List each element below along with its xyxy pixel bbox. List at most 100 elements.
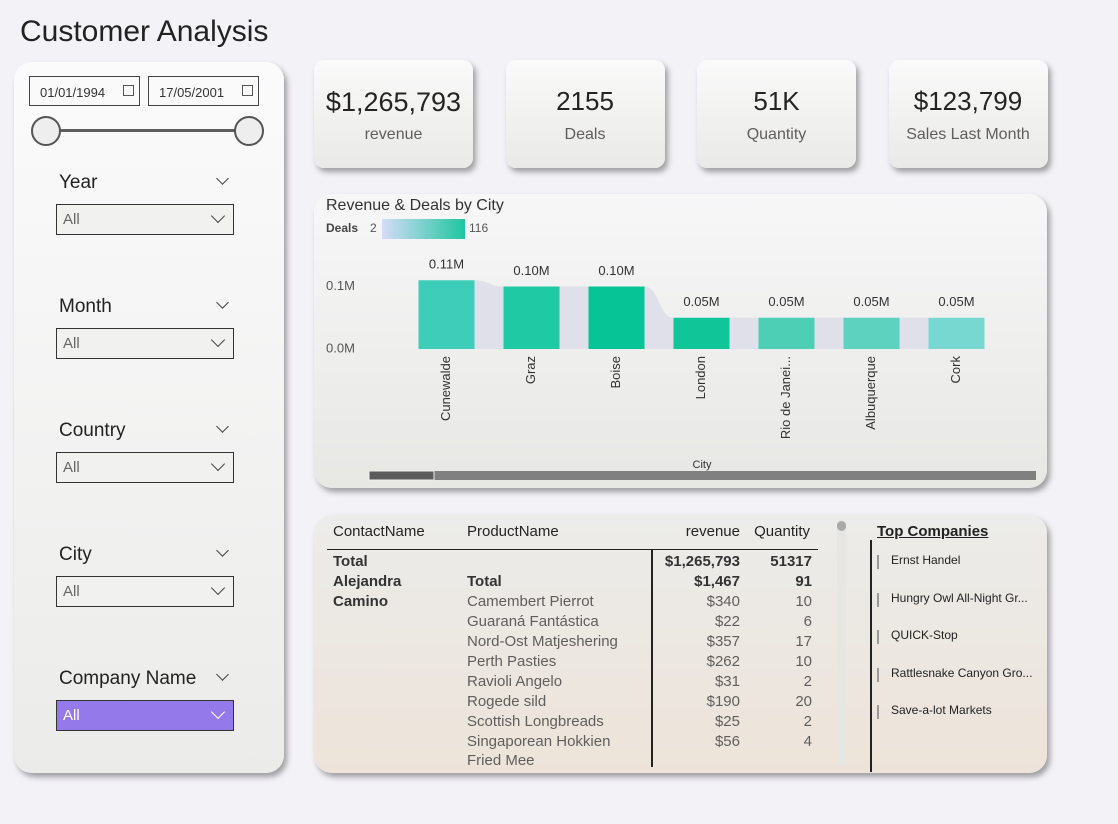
table-cell: 6 [803, 613, 812, 630]
table-cell: $25 [714, 713, 740, 730]
kpi-card [505, 60, 665, 168]
table-scrollbar [837, 520, 846, 766]
kpi-value: $123,799 [913, 86, 1023, 116]
kpi-label: Deals [564, 126, 606, 143]
x-tick-label: Boise [608, 356, 623, 389]
bar [588, 286, 645, 349]
table-cell: $190 [706, 693, 740, 710]
table-cell: $357 [706, 633, 740, 650]
table-cell: Camembert Pierrot [467, 593, 594, 610]
column-header: Quantity [754, 523, 810, 540]
date-input[interactable]: 17/05/2001 [148, 76, 259, 106]
table-scroll-thumb[interactable] [837, 521, 846, 531]
slicer-label: City [59, 544, 92, 565]
ribbon [729, 317, 759, 349]
table-cell: Total [467, 573, 502, 590]
company-marker [877, 705, 879, 719]
dropdown[interactable]: All [56, 452, 234, 483]
bar [928, 317, 985, 349]
kpi-card [314, 60, 473, 168]
column-header: ContactName [333, 523, 425, 540]
table-cell: Perth Pasties [467, 653, 557, 670]
kpi-card [697, 60, 856, 168]
header-rule [327, 549, 818, 550]
date-slider-track [46, 129, 250, 132]
y-tick-label: 0.0M [326, 340, 355, 355]
kpi-value: 2155 [556, 86, 614, 116]
date-input[interactable]: 01/01/1994 [29, 76, 140, 106]
slicer-label: Country [59, 420, 126, 441]
bar [673, 317, 730, 349]
table-cell: 2 [803, 673, 812, 690]
data-label: 0.05M [938, 294, 974, 309]
kpi-value: 51K [753, 86, 800, 116]
column-header: ProductName [467, 523, 559, 540]
slider-handle-end[interactable] [234, 116, 264, 146]
kpi-label: Quantity [746, 126, 807, 143]
dropdown[interactable]: All [56, 328, 234, 359]
x-tick-label: Rio de Janei... [778, 356, 793, 439]
total-divider [651, 550, 653, 767]
slicer-label: Month [59, 296, 112, 317]
chart-scroll-thumb[interactable] [368, 470, 435, 481]
table-cell: Singaporean Hokkien Fried Mee [467, 733, 611, 769]
companies-title: Top Companies [877, 523, 989, 540]
table-cell: $340 [706, 593, 740, 610]
table-cell: Guaraná Fantástica [467, 613, 599, 630]
table-cell: 17 [795, 633, 812, 650]
kpi-label: revenue [364, 126, 423, 143]
table-cell: $31 [714, 673, 740, 690]
x-tick-label: Graz [523, 356, 538, 384]
x-axis-label: City [693, 459, 712, 471]
calendar-icon [242, 85, 253, 96]
bar [418, 280, 475, 349]
calendar-icon [123, 85, 134, 96]
table-cell: 91 [795, 573, 812, 590]
y-tick-label: 0.1M [326, 278, 355, 293]
legend-min: 2 [370, 221, 377, 235]
table-cell: Rogede sild [467, 693, 547, 710]
slider-handle-start[interactable] [31, 116, 61, 146]
filter-panel [14, 62, 284, 773]
dropdown[interactable]: All [56, 204, 234, 235]
page-title: Customer Analysis [20, 15, 269, 48]
chart: Revenue & Deals by City Deals 2 116 City… [326, 197, 1036, 481]
x-tick-label: Albuquerque [863, 356, 878, 430]
company-item[interactable]: Hungry Owl All-Night Gr... [891, 590, 1028, 605]
legend-title: Deals [326, 221, 358, 235]
dropdown[interactable]: All [56, 700, 234, 731]
table-cell: $1,265,793 [664, 553, 740, 570]
kpi-label: Sales Last Month [906, 126, 1030, 143]
table-cell: $56 [714, 733, 740, 750]
table-cell: $262 [706, 653, 740, 670]
table-cell: Nord-Ost Matjeshering [467, 633, 618, 650]
chart-scrollbar [369, 471, 1036, 480]
data-label: 0.11M [429, 257, 464, 272]
table-cell: Scottish Longbreads [467, 713, 604, 730]
dropdown[interactable]: All [56, 576, 234, 607]
ribbon [559, 286, 589, 349]
companies-divider [870, 540, 872, 772]
table-cell: 10 [795, 593, 812, 610]
data-label: 0.10M [598, 263, 634, 278]
table-cell: $1,467 [694, 573, 740, 590]
company-item[interactable]: Save-a-lot Markets [891, 703, 992, 717]
ribbon [644, 286, 674, 349]
table-cell: Total [333, 553, 368, 570]
company-marker [877, 630, 879, 644]
bar [758, 317, 815, 349]
data-label: 0.05M [683, 294, 719, 309]
company-item[interactable]: Rattlesnake Canyon Gro... [891, 665, 1033, 680]
table-cell: Alejandra [333, 573, 402, 590]
slicer-label: Year [59, 172, 98, 193]
chart-title: Revenue & Deals by City [326, 197, 504, 214]
company-item[interactable]: QUICK-Stop [891, 628, 958, 642]
table-cell: 4 [803, 733, 812, 750]
company-marker [877, 555, 879, 569]
x-tick-label: London [693, 356, 708, 399]
company-item[interactable]: Ernst Handel [891, 553, 961, 567]
table-cell: 20 [795, 693, 812, 710]
data-label: 0.05M [768, 294, 804, 309]
company-marker [877, 667, 879, 682]
slicer-label: Company Name [59, 668, 197, 689]
